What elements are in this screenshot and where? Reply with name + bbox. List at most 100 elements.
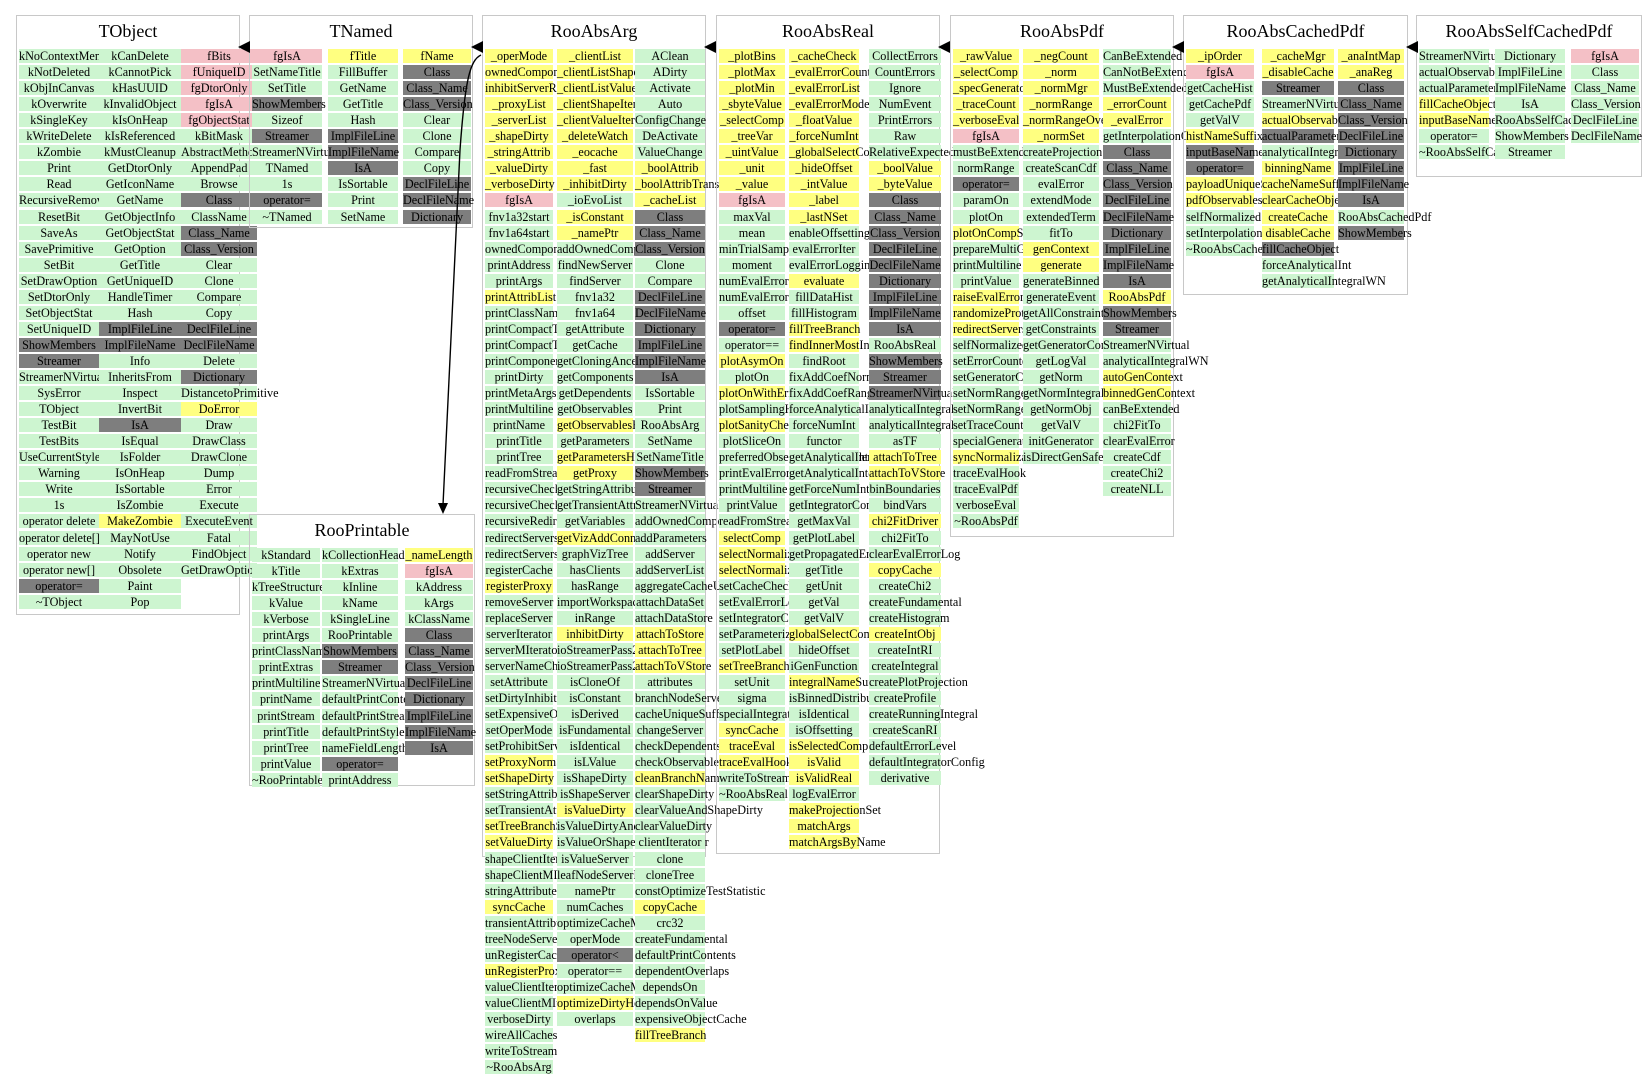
member-cell: printStream xyxy=(252,708,320,723)
member-cell: findServer xyxy=(557,273,633,288)
member-cell: StreamerNVirtual xyxy=(1419,49,1506,63)
member-cell: asTF xyxy=(869,434,941,449)
member-cell: FillBuffer xyxy=(328,65,398,80)
member-cell: _errorCount xyxy=(1103,97,1171,112)
member-cell: _lastNSet xyxy=(789,209,859,224)
member-cell: serverMIterator xyxy=(485,642,562,657)
member-cell: Streamer xyxy=(1495,145,1565,160)
member-cell: kNotDeleted xyxy=(19,65,99,80)
member-cell: stringAttributes xyxy=(485,883,562,898)
class-box-rooabsreal: RooAbsReal _plotBins _plotMax _plotMin _sbyt… xyxy=(716,15,985,854)
member-cell: printName xyxy=(485,418,553,433)
member-cell: Dictionary xyxy=(181,370,257,384)
member-cell: Copy xyxy=(403,161,471,176)
member-cell: readFromStream xyxy=(485,466,567,481)
member-cell: getCache xyxy=(557,337,633,352)
member-cell: findInnerMostIntegration xyxy=(789,337,913,352)
member-cell: plotOnWithErrorBand xyxy=(719,386,829,401)
member-cell: genContext xyxy=(1023,241,1099,256)
member-cell: binningName xyxy=(1262,161,1334,176)
member-cell: fixAddCoefNormalization xyxy=(789,370,918,384)
member-cell: _clientValueIter xyxy=(557,113,635,128)
member-cell: ImplFileName xyxy=(1103,257,1175,272)
member-cell: Class xyxy=(181,193,257,208)
member-cell: attachToTree xyxy=(635,642,705,657)
member-cell: analyticalIntegralWN xyxy=(869,418,975,433)
member-cell: _norm xyxy=(1023,65,1099,80)
member-cell: operator= xyxy=(322,756,398,771)
member-cell: Warning xyxy=(19,466,99,481)
member-cell: operator= xyxy=(719,321,785,336)
member-cell: ShowMembers xyxy=(1338,225,1412,240)
member-cell: Class_Name xyxy=(635,225,705,240)
member-cell: Class xyxy=(635,209,705,224)
member-cell: pdfObservables xyxy=(1186,193,1263,208)
member-cell: clearValueDirty xyxy=(635,819,713,834)
member-cell: overlaps xyxy=(557,1012,633,1026)
member-cell: IsA xyxy=(1338,193,1404,208)
member-cell: checkObservables xyxy=(635,755,724,770)
member-cell: getVizAddConnections xyxy=(557,530,671,545)
member-cell: _cacheList xyxy=(635,193,705,208)
member-cell: ShowMembers xyxy=(19,337,99,352)
member-cell: HandleTimer xyxy=(99,289,181,304)
member-cell: binnedGenContext xyxy=(1103,386,1196,401)
member-cell: SysError xyxy=(19,386,99,401)
member-cell: setAttribute xyxy=(485,674,553,689)
member-cell: CanNotBeExtended xyxy=(1103,65,1201,80)
member-cell: printMultiline xyxy=(485,402,554,417)
member-cell: DeclFileLine xyxy=(869,241,941,256)
member-cell: _namePtr xyxy=(557,225,633,240)
member-cell: specialIntegratorConfig xyxy=(719,707,835,722)
member-cell: SetName xyxy=(328,209,398,224)
member-cell: Class xyxy=(869,193,941,208)
member-cell: Class_Version xyxy=(869,225,941,240)
member-cell: ShowMembers xyxy=(635,466,709,481)
member-cell: mean xyxy=(719,225,785,240)
member-cell: Dump xyxy=(181,466,257,481)
member-cell: copyCache xyxy=(869,562,941,577)
member-cell: kSingleKey xyxy=(19,113,99,128)
member-cell: getObservablesHook xyxy=(557,418,660,433)
member-cell: GetDrawOption xyxy=(181,562,260,577)
member-cell: GetObjectStat xyxy=(99,225,181,240)
member-cell: getValV xyxy=(1023,418,1099,433)
member-cell: sigma xyxy=(719,691,785,705)
member-cell: isSelectedComp xyxy=(789,739,869,754)
member-cell: serverNameChangeHook xyxy=(485,658,609,673)
member-cell: extendMode xyxy=(1023,193,1099,208)
member-cell: optimizeDirtyHook xyxy=(557,995,653,1010)
member-cell: setIntegratorConfig xyxy=(719,610,815,625)
member-cell: createCache xyxy=(1262,209,1334,224)
member-cell: GetTitle xyxy=(328,97,398,112)
member-cell: selectComp xyxy=(719,530,785,545)
member-cell: _selectComp xyxy=(953,65,1019,80)
member-cell: _forceNumInt xyxy=(789,129,859,144)
member-cell: createIntRI xyxy=(869,642,941,657)
member-cell: CanBeExtended xyxy=(1103,49,1183,63)
member-cell: Class_Name xyxy=(1338,97,1404,112)
member-cell: Class_Name xyxy=(1103,161,1171,176)
member-cell: fgIsA xyxy=(1186,65,1254,80)
member-cell: ImplFileName xyxy=(869,305,941,320)
member-cell: _deleteWatch xyxy=(557,129,633,144)
member-cell: optimizeCacheMode xyxy=(557,979,659,994)
member-cell: getCacheHist xyxy=(1186,81,1254,96)
member-cell: getConstraints xyxy=(1023,321,1099,336)
member-cell: ~RooAbsArg xyxy=(485,1060,553,1075)
member-cell: ImplFileName xyxy=(405,724,477,739)
member-cell: setCacheCheck xyxy=(719,578,795,593)
member-cell: Streamer xyxy=(635,482,705,497)
member-cell: createScanCdf xyxy=(1023,161,1099,176)
member-cell: ImplFileLine xyxy=(869,289,941,304)
member-cell: IsEqual xyxy=(99,434,181,449)
class-title: RooAbsSelfCachedPdf xyxy=(1445,21,1613,41)
class-title: RooAbsCachedPdf xyxy=(1226,21,1365,41)
member-cell: plotOnCompSelect xyxy=(953,225,1047,240)
class-box-tobject: TObject kNoContextMenu kNotDeleted kObjInCa… xyxy=(16,15,278,615)
member-cell: printMetaArgs xyxy=(485,386,557,401)
member-cell: _inhibitDirty xyxy=(557,177,633,192)
member-cell: dependentOverlaps xyxy=(635,963,730,978)
member-cell: operator= xyxy=(252,193,322,208)
member-cell: DeclFileName xyxy=(869,257,941,272)
